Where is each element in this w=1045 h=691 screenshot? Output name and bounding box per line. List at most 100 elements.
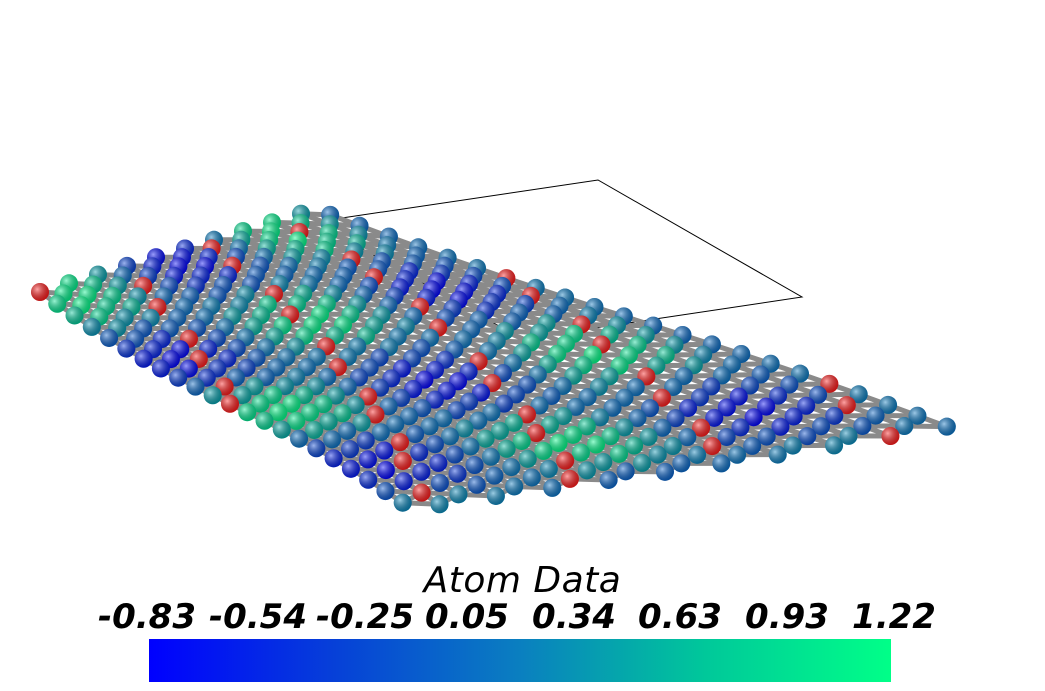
- atom-shading: [255, 411, 274, 430]
- atom-shading: [628, 409, 647, 428]
- atom-shading: [656, 462, 674, 481]
- atom-shading: [587, 435, 605, 454]
- atom-shading: [400, 407, 419, 426]
- atom-shading: [238, 403, 257, 422]
- atom-shading: [601, 427, 620, 446]
- atom-shading: [853, 416, 872, 435]
- atom-shading: [633, 453, 651, 472]
- colorbar-tick: 1.22: [852, 597, 936, 637]
- atom-shading: [31, 283, 49, 301]
- atom-shading: [341, 459, 360, 478]
- atom-shading: [663, 437, 682, 456]
- atom-shading: [771, 417, 790, 436]
- atom-shading: [481, 447, 500, 466]
- colorbar-tick: 0.05: [425, 597, 509, 637]
- atom-shading: [702, 377, 721, 396]
- atom-shading: [653, 418, 672, 437]
- atom-shading: [169, 368, 188, 387]
- atom-shading: [430, 495, 449, 514]
- atom-shading: [837, 396, 856, 415]
- atom-shading: [186, 377, 205, 396]
- atom-shading: [615, 418, 634, 437]
- atom-shading: [712, 454, 731, 473]
- atom-shading: [203, 386, 222, 405]
- atom-shading: [359, 470, 378, 489]
- atom-shading: [445, 445, 464, 464]
- atom-shading: [346, 396, 365, 415]
- atom-shading: [648, 445, 667, 464]
- atom-shading: [809, 385, 828, 404]
- atom-shading: [151, 359, 170, 378]
- atom-shading: [341, 440, 359, 459]
- atom-shading: [543, 478, 562, 497]
- atom-shading: [784, 407, 803, 426]
- atom-shading: [530, 396, 549, 415]
- atom-shading: [560, 469, 579, 488]
- atom-shading: [591, 408, 609, 427]
- atom-shading: [599, 470, 618, 489]
- atom-shading: [615, 388, 634, 407]
- atom-shading: [541, 415, 559, 434]
- atom-shading: [505, 477, 524, 496]
- atom-shading: [406, 425, 425, 444]
- atom-shading: [376, 482, 395, 501]
- atom-shading: [769, 386, 788, 405]
- atom-shading: [412, 462, 431, 481]
- atom-shading: [393, 451, 412, 470]
- atom-shading: [512, 431, 531, 450]
- atom-shading: [768, 445, 787, 464]
- structure-viewport[interactable]: [0, 0, 1045, 560]
- atom-shading: [652, 388, 671, 407]
- atom-shading: [371, 423, 390, 442]
- atom-shading: [577, 417, 596, 436]
- atom-shading: [502, 458, 521, 477]
- atom-shading: [839, 426, 858, 445]
- atom-shading: [626, 378, 645, 397]
- atom-shading: [455, 419, 474, 438]
- atom-shading: [326, 386, 345, 405]
- atom-shading: [425, 435, 444, 454]
- atom-shading: [571, 443, 590, 462]
- atom-shading: [610, 444, 628, 463]
- atom-shading: [728, 445, 747, 464]
- atom-shading: [566, 397, 585, 416]
- atom-shading: [616, 462, 635, 481]
- colorbar-gradient: [149, 639, 891, 682]
- colorbar-tick: -0.25: [316, 597, 414, 637]
- atom-shading: [825, 406, 844, 425]
- atom-shading: [117, 339, 136, 358]
- atom-shading: [625, 436, 644, 455]
- atom-shading: [319, 412, 338, 431]
- atom-shading: [705, 408, 724, 427]
- atom-shading: [639, 427, 658, 446]
- atom-shading: [356, 431, 375, 450]
- atom-shading: [577, 461, 596, 480]
- atom-shading: [375, 441, 394, 460]
- atom-shading: [441, 427, 459, 446]
- atom-shading: [518, 405, 536, 424]
- atom-shading: [679, 398, 698, 417]
- atom-shading: [221, 394, 239, 413]
- atom-shading: [691, 388, 709, 407]
- atom-shading: [866, 406, 885, 425]
- atom-shading: [641, 399, 659, 418]
- atom-shading: [879, 395, 898, 414]
- colorbar-tick: -0.83: [98, 597, 196, 637]
- atom-shading: [717, 427, 736, 446]
- colorbar-title: Atom Data: [423, 560, 622, 601]
- atom-shading: [692, 418, 711, 437]
- atom-shading: [757, 397, 776, 416]
- atom-shading: [780, 375, 799, 394]
- atom-shading: [100, 328, 119, 347]
- atom-shading: [578, 388, 597, 407]
- atom-shading: [703, 437, 722, 456]
- atom-shading: [323, 430, 342, 449]
- atom-shading: [413, 399, 432, 418]
- atom-shading: [556, 451, 575, 470]
- atom-shading: [448, 464, 467, 483]
- atom-shading: [290, 429, 309, 448]
- atom-shading: [301, 403, 320, 422]
- atom-shading: [434, 409, 453, 428]
- atom-shading: [743, 436, 762, 455]
